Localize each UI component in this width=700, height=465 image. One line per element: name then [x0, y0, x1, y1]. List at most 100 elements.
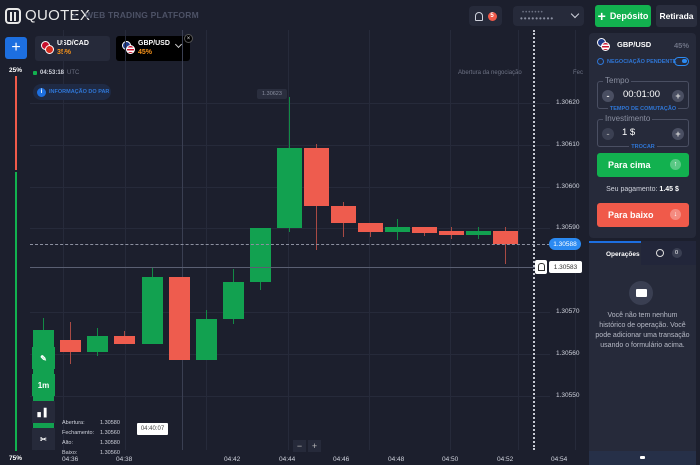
investment-label: Investimento	[603, 114, 653, 123]
gbpusd-flag-icon	[122, 41, 135, 54]
trade-close-label: Fec	[573, 70, 584, 76]
time-tick: 04:52	[497, 456, 514, 463]
active-tab-indicator	[589, 241, 641, 243]
timeframe-button[interactable]: 1m	[32, 374, 55, 396]
top-bar: QUOTEX WEB TRADING PLATFORM 5 ••••••• ••…	[0, 0, 700, 32]
pair-info-button[interactable]: i INFORMAÇÃO DO PAR	[33, 84, 111, 100]
investment-field: Investimento - 1 $ + TROCAR	[597, 114, 689, 150]
tab-pair-label: USD/CAD	[57, 40, 89, 47]
crosshair-time: 04:40:07	[137, 423, 168, 435]
price-tick: 1.30600	[556, 183, 580, 190]
current-price-badge: 1.30588	[549, 238, 581, 250]
grid-line	[518, 30, 519, 450]
clock-icon	[597, 58, 604, 65]
up-label: Para cima	[608, 160, 651, 170]
live-dot-icon	[33, 71, 37, 75]
expand-icon	[640, 456, 645, 459]
gbpusd-flag-icon	[597, 38, 610, 51]
logo[interactable]: QUOTEX	[5, 7, 90, 24]
switch-investment-mode[interactable]: TROCAR	[629, 144, 657, 150]
tab-payout: 45%	[138, 49, 153, 56]
deposit-label: Depósito	[609, 11, 649, 21]
zoom-controls: − +	[293, 440, 321, 452]
price-tick: 1.30610	[556, 141, 580, 148]
down-label: Para baixo	[608, 210, 654, 220]
withdraw-button[interactable]: Retirada	[656, 5, 697, 27]
call-up-button[interactable]: Para cima ↑	[597, 153, 689, 177]
tab-history[interactable]: 0	[641, 241, 696, 265]
price-chart[interactable]: 1.30623 Abertura da negociação Fec 1.306…	[30, 30, 583, 463]
notifications-button[interactable]: 5	[469, 6, 502, 26]
draw-tool-button[interactable]: ✎	[32, 347, 55, 369]
plus-icon: +	[11, 39, 21, 56]
chart-type-button[interactable]: ▖▌	[32, 401, 55, 423]
grid-line	[450, 30, 451, 450]
tools-icon: ✂	[40, 434, 47, 444]
history-clock-icon	[655, 249, 664, 257]
account-masked-balance: •••••••••	[520, 14, 555, 23]
tab-pair-label: GBP/USD	[138, 40, 170, 47]
arrow-down-icon: ↓	[670, 209, 681, 220]
investment-value[interactable]: 1 $	[622, 127, 636, 138]
time-tick: 04:44	[279, 456, 296, 463]
usdcad-flag-icon	[41, 41, 54, 54]
plus-icon: +	[597, 8, 606, 24]
asset-tab-gbpusd[interactable]: GBP/USD 45%	[116, 36, 190, 61]
payout-info: Seu pagamento: 1.45 $	[606, 186, 679, 193]
zoom-in-button[interactable]: +	[308, 440, 321, 452]
account-masked-top: •••••••	[522, 10, 544, 16]
alert-price-line[interactable]	[30, 267, 535, 268]
time-value[interactable]: 00:01:00	[623, 89, 660, 100]
tab-payout: 35%	[57, 49, 72, 56]
asset-tab-usdcad[interactable]: USD/CAD 35%	[35, 36, 110, 61]
expiry-line	[533, 30, 535, 450]
ohlc-info: Abertura: 1.30580 Fechamento: 1.30560 Alto…	[62, 420, 120, 456]
price-tick: 1.30620	[556, 99, 580, 106]
sentiment-buy-pct: 75%	[9, 455, 23, 462]
operations-panel: Operações 0 0 Você não tem nenhum histór…	[589, 241, 696, 465]
time-tick: 04:50	[442, 456, 459, 463]
empty-state-text: Você não tem nenhum histórico de operaçã…	[595, 312, 690, 349]
grid-line	[369, 30, 370, 450]
sentiment-sell-bar	[15, 76, 17, 170]
investment-increase-button[interactable]: +	[672, 128, 684, 140]
put-down-button[interactable]: Para baixo ↓	[597, 203, 689, 227]
timezone: UTC	[67, 70, 80, 76]
chevron-down-icon	[570, 9, 580, 19]
sentiment-sell-pct: 25%	[9, 67, 23, 74]
pair-info-label: INFORMAÇÃO DO PAR	[49, 89, 110, 95]
empty-box-icon	[629, 281, 653, 305]
time-increase-button[interactable]: +	[672, 90, 684, 102]
time-tick: 04:46	[333, 456, 350, 463]
indicators-button[interactable]: ✂	[32, 428, 55, 450]
candles-icon: ▖▌	[37, 407, 50, 417]
switch-time-mode[interactable]: TEMPO DE COMUTAÇÃO	[607, 106, 679, 112]
time-label: Tempo	[603, 76, 632, 85]
time-decrease-button[interactable]: -	[602, 90, 614, 102]
price-tick: 1.30560	[556, 350, 580, 357]
time-tick: 04:54	[551, 456, 568, 463]
crosshair-vertical	[182, 30, 183, 450]
alert-bell-icon[interactable]	[535, 260, 547, 274]
logo-icon	[5, 7, 21, 24]
investment-decrease-button[interactable]: -	[602, 128, 614, 140]
account-selector[interactable]: ••••••• •••••••••	[513, 6, 584, 26]
pending-trade-toggle[interactable]	[674, 57, 689, 66]
history-count: 0	[671, 248, 682, 258]
alert-price-badge[interactable]: 1.30583	[549, 261, 582, 273]
grid-line	[30, 354, 550, 355]
pencil-icon: ✎	[40, 353, 47, 363]
zoom-out-button[interactable]: −	[293, 440, 306, 452]
trade-pair: GBP/USD	[617, 40, 652, 49]
panel-footer[interactable]	[589, 451, 696, 465]
separator-dot	[73, 14, 76, 17]
server-time: 04:53:18 UTC	[33, 70, 79, 76]
price-tick: 1.30570	[556, 308, 580, 315]
grid-line	[30, 145, 550, 146]
deposit-button[interactable]: + Depósito	[595, 5, 651, 27]
grid-line	[125, 30, 126, 450]
notification-badge: 5	[487, 11, 497, 21]
add-asset-button[interactable]: +	[5, 37, 27, 59]
close-tab-button[interactable]: ×	[184, 34, 193, 43]
grid-line	[30, 312, 550, 313]
